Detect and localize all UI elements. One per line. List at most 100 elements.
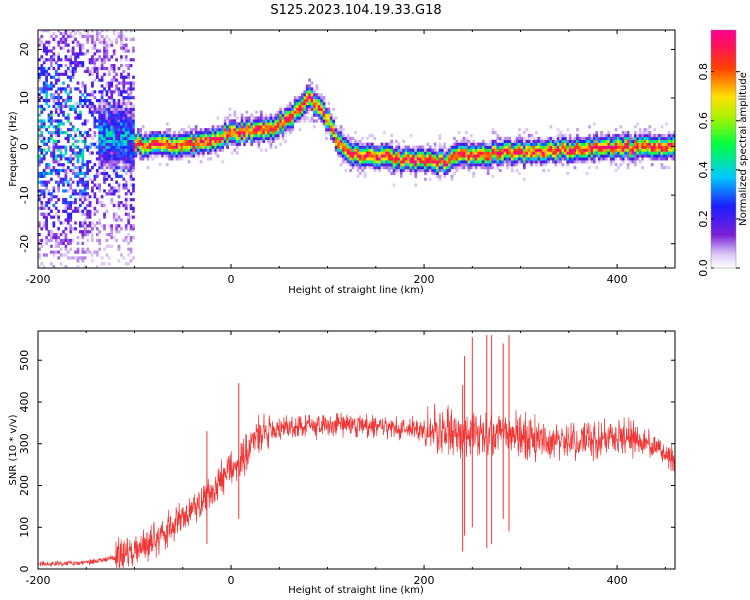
heatmap-cell — [120, 200, 123, 205]
heatmap-cell — [250, 142, 254, 146]
heatmap-cell — [57, 244, 61, 248]
heatmap-cell — [122, 157, 126, 161]
heatmap-cell — [607, 142, 611, 146]
heatmap-cell — [64, 64, 68, 68]
heatmap-cell — [45, 78, 48, 82]
heatmap-cell — [88, 200, 92, 205]
colorbar-tick-label: 0.0 — [697, 259, 710, 277]
heatmap-cell — [402, 145, 406, 149]
heatmap-cell — [320, 93, 324, 97]
heatmap-cell — [390, 148, 393, 152]
heatmap-cell — [337, 148, 340, 152]
heatmap-cell — [112, 203, 116, 208]
heatmap-cell — [419, 168, 422, 173]
heatmap-cell — [436, 151, 439, 155]
heatmap-cell — [98, 55, 102, 59]
heatmap-cell — [91, 180, 94, 184]
heatmap-cell — [177, 151, 181, 155]
heatmap-cell — [141, 139, 145, 143]
heatmap-cell — [573, 160, 577, 164]
heatmap-cell — [124, 139, 128, 143]
heatmap-cell — [361, 151, 365, 155]
heatmap-cell — [404, 166, 408, 170]
heatmap-cell — [45, 46, 48, 50]
heatmap-cell — [368, 148, 372, 152]
heatmap-cell — [107, 189, 111, 193]
heatmap-cell — [64, 233, 68, 237]
heatmap-cell — [69, 203, 73, 208]
heatmap-cell — [117, 107, 121, 111]
heatmap-cell — [76, 104, 80, 109]
heatmap-cell — [221, 139, 225, 143]
heatmap-cell — [424, 163, 427, 167]
heatmap-cell — [110, 119, 114, 123]
heatmap-cell — [561, 154, 565, 158]
heatmap-cell — [91, 189, 94, 193]
heatmap-cell — [209, 157, 213, 161]
heatmap-cell — [288, 107, 292, 111]
heatmap-cell — [129, 160, 133, 164]
heatmap-cell — [325, 116, 328, 120]
heatmap-cell — [612, 151, 615, 155]
heatmap-cell — [665, 139, 669, 143]
heatmap-cell — [163, 131, 167, 135]
heatmap-cell — [223, 131, 227, 135]
heatmap-cell — [42, 66, 46, 71]
heatmap-cell — [317, 113, 321, 117]
heatmap-cell — [81, 139, 85, 143]
heatmap-cell — [672, 139, 675, 143]
heatmap-cell — [127, 64, 130, 68]
heatmap-cell — [42, 61, 46, 65]
heatmap-cell — [474, 154, 478, 158]
heatmap-cell — [370, 157, 374, 161]
heatmap-cell — [129, 107, 133, 111]
heatmap-cell — [614, 148, 618, 152]
heatmap-cell — [42, 203, 46, 208]
heatmap-cell — [638, 154, 642, 158]
heatmap-cell — [619, 136, 623, 141]
heatmap-cell — [124, 224, 128, 228]
heatmap-cell — [127, 66, 130, 71]
heatmap-cell — [472, 139, 476, 143]
heatmap-cell — [74, 61, 77, 65]
heatmap-cell — [462, 160, 466, 164]
heatmap-cell — [460, 166, 463, 170]
heatmap-cell — [243, 131, 246, 135]
heatmap-cell — [139, 139, 143, 143]
heatmap-cell — [508, 136, 512, 141]
heatmap-cell — [506, 139, 509, 143]
heatmap-cell — [259, 136, 263, 141]
heatmap-cell — [257, 133, 261, 138]
heatmap-cell — [332, 107, 336, 111]
heatmap-cell — [115, 154, 118, 158]
heatmap-cell — [506, 151, 509, 155]
heatmap-cell — [40, 206, 44, 211]
heatmap-cell — [465, 157, 468, 161]
heatmap-cell — [305, 93, 309, 97]
heatmap-cell — [665, 122, 669, 126]
heatmap-cell — [281, 122, 285, 126]
heatmap-cell — [148, 151, 152, 155]
heatmap-cell — [559, 142, 562, 146]
heatmap-cell — [42, 119, 46, 123]
heatmap-cell — [641, 133, 644, 138]
heatmap-cell — [390, 166, 393, 170]
heatmap-cell — [95, 238, 99, 243]
heatmap-cell — [69, 247, 73, 251]
heatmap-cell — [402, 151, 406, 155]
heatmap-cell — [93, 107, 97, 111]
heatmap-cell — [136, 145, 140, 149]
heatmap-cell — [296, 110, 299, 114]
heatmap-cell — [115, 189, 118, 193]
heatmap-cell — [107, 87, 111, 91]
heatmap-cell — [88, 209, 92, 213]
heatmap-cell — [122, 154, 126, 158]
heatmap-cell — [308, 87, 311, 91]
heatmap-cell — [501, 151, 504, 155]
heatmap-cell — [52, 154, 56, 158]
heatmap-cell — [305, 84, 309, 88]
heatmap-cell — [120, 160, 123, 164]
heatmap-cell — [110, 139, 114, 143]
heatmap-cell — [57, 163, 61, 167]
heatmap-cell — [332, 128, 336, 132]
